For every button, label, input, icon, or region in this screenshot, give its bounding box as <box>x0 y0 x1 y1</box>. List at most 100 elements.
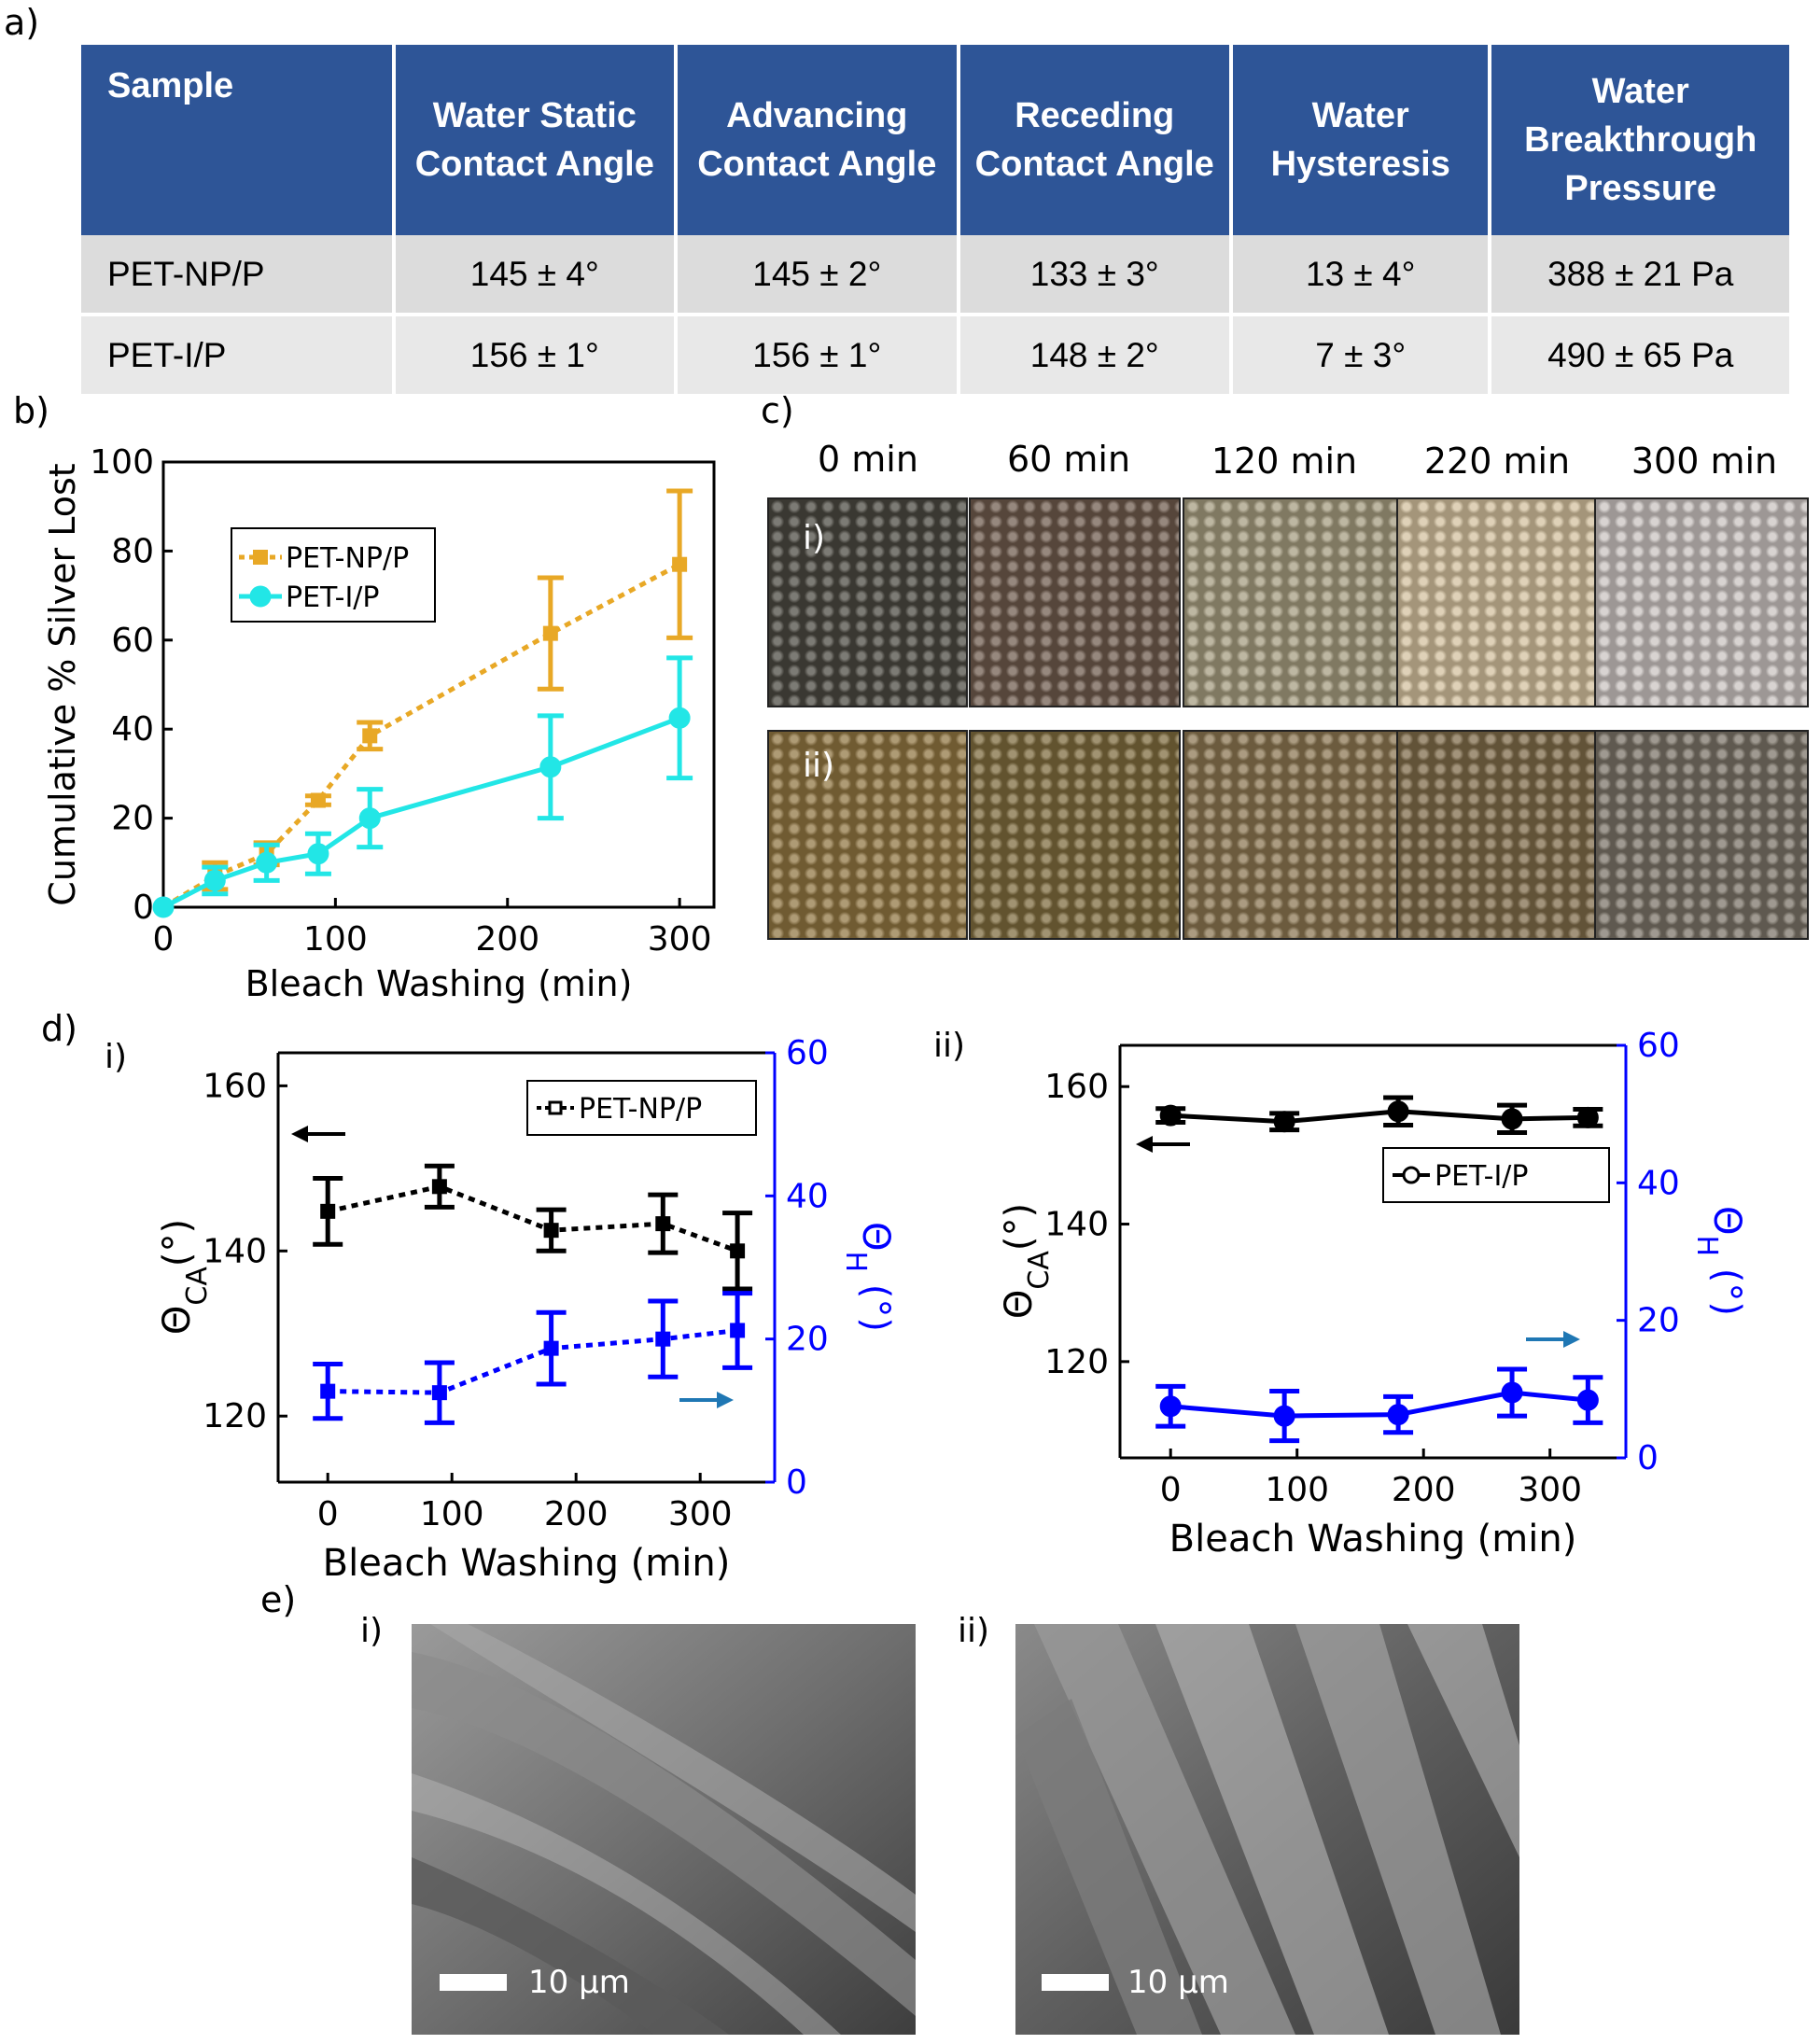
x-axis-label: Bleach Washing (min) <box>1169 1518 1577 1561</box>
chart-d-ii-contact-angle: 0 100 200 300 120 140 160 0 20 40 60 Bleach Washing… <box>998 1027 1749 1561</box>
x-axis-label: Bleach Washing (min) <box>245 963 633 1004</box>
fabric-photo <box>969 730 1181 940</box>
y-tick-label: 100 <box>90 443 154 482</box>
fabric-photo <box>1594 497 1809 707</box>
y-tick-label: 60 <box>111 622 154 660</box>
arrow-head <box>1563 1331 1580 1348</box>
fabric-photo <box>1183 497 1400 707</box>
legend-label: PET-NP/P <box>579 1093 702 1126</box>
x-axis-label: Bleach Washing (min) <box>323 1542 731 1585</box>
data-point <box>655 1331 671 1347</box>
sem-image-ii: 10 µm <box>1015 1624 1519 2035</box>
time-label: 300 min <box>1631 441 1778 482</box>
panel-d-i-label: i) <box>105 1038 128 1076</box>
y2-tick-label: 0 <box>1637 1439 1659 1477</box>
scale-bar-label: 10 µm <box>528 1964 630 2001</box>
x-tick-label: 300 <box>668 1495 733 1533</box>
legend-marker <box>253 550 268 565</box>
table-cell: PET-NP/P <box>81 235 396 316</box>
arrow-head <box>291 1126 308 1142</box>
sem-label: i) <box>360 1612 384 1650</box>
table-cell: 7 ± 3° <box>1230 315 1492 394</box>
y-tick-label: 140 <box>203 1232 267 1270</box>
data-point <box>668 707 691 729</box>
panel-label-c: c) <box>761 390 794 431</box>
panel-label-d: d) <box>41 1008 77 1049</box>
series-line <box>161 715 681 910</box>
data-point <box>1576 1106 1599 1128</box>
data-point <box>1159 1395 1182 1418</box>
table-cell: PET-I/P <box>81 315 396 394</box>
data-point <box>1273 1405 1295 1427</box>
x-tick-label: 300 <box>648 920 712 959</box>
header-breakthrough-pressure: Water Breakthrough Pressure <box>1490 45 1789 235</box>
sem-image-i: 10 µm <box>412 1624 916 2035</box>
data-point <box>672 556 688 572</box>
legend-box <box>231 527 436 623</box>
data-point <box>1159 1104 1182 1127</box>
data-point <box>1387 1404 1409 1426</box>
x-tick-label: 0 <box>317 1495 339 1533</box>
table-cell: 145 ± 2° <box>676 235 960 316</box>
data-point <box>320 1383 336 1399</box>
y2-tick-label: 40 <box>1637 1164 1680 1202</box>
table-cell: 490 ± 65 Pa <box>1490 315 1789 394</box>
series-line <box>1170 1109 1589 1125</box>
legend-marker <box>548 1100 563 1115</box>
header-hysteresis: Water Hysteresis <box>1230 45 1492 235</box>
y-tick-label: 40 <box>111 710 154 749</box>
data-point <box>543 1223 559 1239</box>
photo-row-label: i) <box>803 519 826 557</box>
data-point <box>1387 1100 1409 1123</box>
x-tick-label: 0 <box>153 920 175 959</box>
table-cell: 13 ± 4° <box>1230 235 1492 316</box>
time-label: 0 min <box>818 439 918 480</box>
x-tick-label: 200 <box>544 1495 609 1533</box>
y2-tick-label: 20 <box>786 1321 829 1359</box>
time-label: 60 min <box>1006 439 1131 480</box>
y-tick-label: 20 <box>111 800 154 838</box>
table-cell: 156 ± 1° <box>393 315 679 394</box>
y2-axis-label: ΘH (°) <box>840 1222 898 1332</box>
data-point <box>431 1385 447 1401</box>
contact-angle-table: Sample Water Static Contact Angle Advanc… <box>81 45 1789 394</box>
fabric-photo <box>969 497 1181 707</box>
table-cell: 133 ± 3° <box>958 235 1233 316</box>
table-header-row: Sample Water Static Contact Angle Advanc… <box>81 45 1789 235</box>
y-tick-label: 80 <box>111 532 154 570</box>
x-tick-label: 100 <box>420 1495 484 1533</box>
data-point <box>358 807 381 830</box>
panel-label-a: a) <box>4 2 40 43</box>
y-tick-label: 120 <box>203 1397 267 1435</box>
panel-d-ii-label: ii) <box>933 1027 966 1065</box>
y-tick-label: 160 <box>1044 1068 1109 1106</box>
legend-label: PET-NP/P <box>286 542 409 575</box>
fabric-photo <box>767 497 968 707</box>
legend-marker <box>249 585 272 608</box>
header-receding-angle: Receding Contact Angle <box>958 45 1233 235</box>
data-point <box>1273 1111 1295 1133</box>
data-point <box>1576 1389 1599 1411</box>
y-tick-label: 0 <box>133 889 154 927</box>
header-sample: Sample <box>81 45 396 235</box>
y-tick-label: 120 <box>1044 1343 1109 1381</box>
table-row: PET-I/P 156 ± 1° 156 ± 1° 148 ± 2° 7 ± 3… <box>81 315 1789 394</box>
series-line <box>328 1327 738 1395</box>
data-point <box>1501 1381 1523 1404</box>
data-point <box>307 843 329 865</box>
photo-row-label: ii) <box>803 747 835 785</box>
data-point <box>539 756 562 778</box>
data-point <box>310 792 326 808</box>
y2-tick-label: 60 <box>786 1034 829 1072</box>
table-cell: 156 ± 1° <box>676 315 960 394</box>
panel-label-b: b) <box>13 390 49 431</box>
fabric-photo <box>1183 730 1400 940</box>
time-label: 120 min <box>1211 441 1358 482</box>
data-point <box>542 625 558 641</box>
data-point <box>320 1203 336 1219</box>
y2-axis-label: ΘH (°) <box>1691 1206 1749 1316</box>
data-point <box>256 851 278 874</box>
fabric-photo <box>767 730 968 940</box>
arrow-head <box>717 1392 734 1408</box>
chart-b-silver-lost: 0 100 200 300 0 20 40 60 80 100 Bleach Washing (mi… <box>42 443 716 1004</box>
